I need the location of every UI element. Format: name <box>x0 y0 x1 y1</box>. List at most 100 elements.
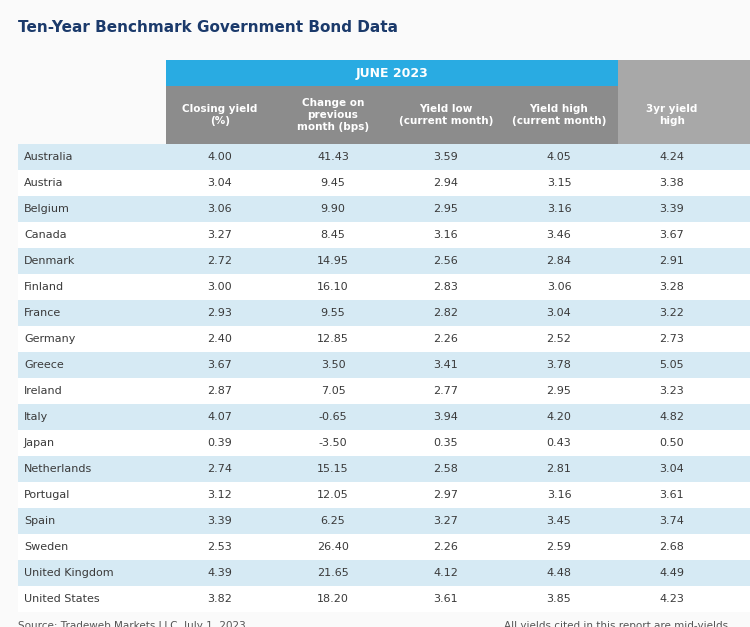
Text: 4.48: 4.48 <box>547 568 572 578</box>
Bar <box>18 170 750 196</box>
Text: United States: United States <box>24 594 100 604</box>
Text: 3.41: 3.41 <box>433 360 458 370</box>
Text: 3.16: 3.16 <box>433 230 458 240</box>
Text: -0.65: -0.65 <box>319 412 347 422</box>
Text: 3.67: 3.67 <box>208 360 232 370</box>
Text: 41.43: 41.43 <box>317 152 349 162</box>
Text: 2.95: 2.95 <box>433 204 458 214</box>
Text: 2.56: 2.56 <box>433 256 458 266</box>
Text: Yield high
(current month): Yield high (current month) <box>512 104 606 126</box>
Text: 3.15: 3.15 <box>547 178 572 188</box>
Text: 21.65: 21.65 <box>317 568 349 578</box>
Bar <box>18 404 750 430</box>
Text: 2.77: 2.77 <box>433 386 458 396</box>
Text: Greece: Greece <box>24 360 64 370</box>
Text: 2.93: 2.93 <box>208 308 232 318</box>
Text: 14.95: 14.95 <box>317 256 349 266</box>
Bar <box>166 60 618 86</box>
Bar <box>18 456 750 482</box>
Text: 3.04: 3.04 <box>660 464 684 474</box>
Text: Ten-Year Benchmark Government Bond Data: Ten-Year Benchmark Government Bond Data <box>18 21 398 36</box>
Text: Ireland: Ireland <box>24 386 63 396</box>
Text: 3.28: 3.28 <box>659 282 685 292</box>
Text: 4.05: 4.05 <box>547 152 572 162</box>
Text: 3.16: 3.16 <box>547 204 572 214</box>
Text: 0.35: 0.35 <box>433 438 458 448</box>
Bar <box>166 86 618 144</box>
Text: 2.83: 2.83 <box>433 282 458 292</box>
Text: United Kingdom: United Kingdom <box>24 568 114 578</box>
Bar <box>18 508 750 534</box>
Text: 2.52: 2.52 <box>547 334 572 344</box>
Text: 3.23: 3.23 <box>660 386 684 396</box>
Text: 4.12: 4.12 <box>433 568 458 578</box>
Text: 3.00: 3.00 <box>208 282 232 292</box>
Text: 3.67: 3.67 <box>660 230 684 240</box>
Bar <box>18 586 750 612</box>
Text: 2.95: 2.95 <box>547 386 572 396</box>
Text: Italy: Italy <box>24 412 48 422</box>
Bar <box>18 222 750 248</box>
Bar <box>18 534 750 560</box>
Text: Netherlands: Netherlands <box>24 464 92 474</box>
Text: 3.04: 3.04 <box>208 178 232 188</box>
Text: 9.45: 9.45 <box>320 178 346 188</box>
Text: 3.82: 3.82 <box>208 594 232 604</box>
Text: Spain: Spain <box>24 516 56 526</box>
Text: Belgium: Belgium <box>24 204 70 214</box>
Bar <box>18 560 750 586</box>
Text: Source: Tradeweb Markets LLC, July 1, 2023: Source: Tradeweb Markets LLC, July 1, 20… <box>18 621 246 627</box>
Text: 2.84: 2.84 <box>547 256 572 266</box>
Text: All yields cited in this report are mid-yields.: All yields cited in this report are mid-… <box>505 621 732 627</box>
Text: -3.50: -3.50 <box>319 438 347 448</box>
Text: 3.38: 3.38 <box>660 178 684 188</box>
Text: Canada: Canada <box>24 230 67 240</box>
Bar <box>18 300 750 326</box>
Text: Sweden: Sweden <box>24 542 68 552</box>
Text: 26.40: 26.40 <box>317 542 349 552</box>
Bar <box>18 326 750 352</box>
Text: 4.24: 4.24 <box>659 152 685 162</box>
Text: 8.45: 8.45 <box>320 230 346 240</box>
Text: 2.82: 2.82 <box>433 308 458 318</box>
Text: 3.85: 3.85 <box>547 594 572 604</box>
Bar <box>618 60 750 86</box>
Text: 15.15: 15.15 <box>317 464 349 474</box>
Text: 3.06: 3.06 <box>208 204 232 214</box>
Text: 16.10: 16.10 <box>317 282 349 292</box>
Text: 3.27: 3.27 <box>433 516 458 526</box>
Text: 4.20: 4.20 <box>547 412 572 422</box>
Text: 2.53: 2.53 <box>208 542 232 552</box>
Text: 2.73: 2.73 <box>659 334 685 344</box>
Text: 2.94: 2.94 <box>433 178 458 188</box>
Text: 0.43: 0.43 <box>547 438 572 448</box>
Bar <box>18 430 750 456</box>
Text: 2.81: 2.81 <box>547 464 572 474</box>
Text: 2.26: 2.26 <box>433 542 458 552</box>
Text: France: France <box>24 308 62 318</box>
Text: 9.90: 9.90 <box>320 204 346 214</box>
Text: JUNE 2023: JUNE 2023 <box>356 66 428 80</box>
Text: 12.05: 12.05 <box>317 490 349 500</box>
Text: Australia: Australia <box>24 152 74 162</box>
Text: 3.06: 3.06 <box>547 282 572 292</box>
Text: 2.72: 2.72 <box>208 256 232 266</box>
Text: 3.22: 3.22 <box>659 308 685 318</box>
Text: 2.97: 2.97 <box>433 490 458 500</box>
Text: Austria: Austria <box>24 178 64 188</box>
Text: Finland: Finland <box>24 282 64 292</box>
Text: 4.00: 4.00 <box>208 152 232 162</box>
Bar <box>18 144 750 170</box>
Text: 3.46: 3.46 <box>547 230 572 240</box>
Bar <box>18 274 750 300</box>
Text: Yield low
(current month): Yield low (current month) <box>399 104 494 126</box>
Text: 3.12: 3.12 <box>208 490 232 500</box>
Text: 0.50: 0.50 <box>660 438 684 448</box>
Text: Closing yield
(%): Closing yield (%) <box>182 104 258 126</box>
Bar <box>18 352 750 378</box>
Text: 9.55: 9.55 <box>321 308 345 318</box>
Text: 7.05: 7.05 <box>321 386 345 396</box>
Text: 2.91: 2.91 <box>659 256 685 266</box>
Text: 3.39: 3.39 <box>208 516 232 526</box>
Text: 3.59: 3.59 <box>433 152 458 162</box>
